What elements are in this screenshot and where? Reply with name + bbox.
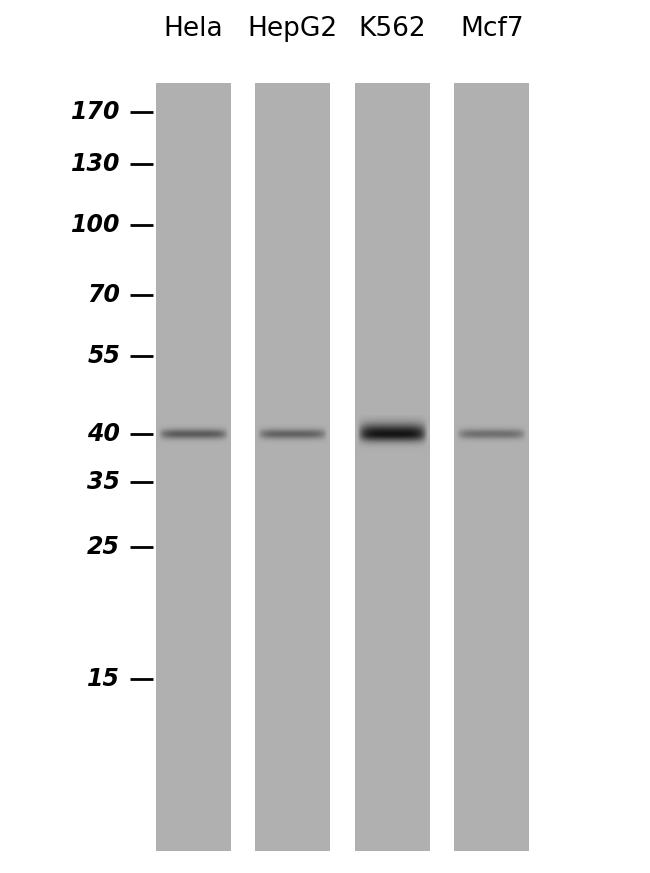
Text: Hela: Hela: [164, 16, 223, 42]
Text: K562: K562: [358, 16, 426, 42]
Bar: [355, 83, 430, 851]
Text: 15: 15: [87, 667, 120, 691]
Text: 40: 40: [87, 422, 120, 446]
Bar: [156, 83, 231, 851]
Text: 35: 35: [87, 470, 120, 494]
Text: 100: 100: [71, 213, 120, 237]
Text: Mcf7: Mcf7: [460, 16, 523, 42]
Text: 130: 130: [71, 152, 120, 176]
Text: 70: 70: [87, 283, 120, 307]
Text: 25: 25: [87, 535, 120, 560]
Text: 55: 55: [87, 344, 120, 368]
Text: 170: 170: [71, 100, 120, 124]
Bar: [454, 83, 529, 851]
Text: HepG2: HepG2: [248, 16, 338, 42]
Bar: [255, 83, 330, 851]
